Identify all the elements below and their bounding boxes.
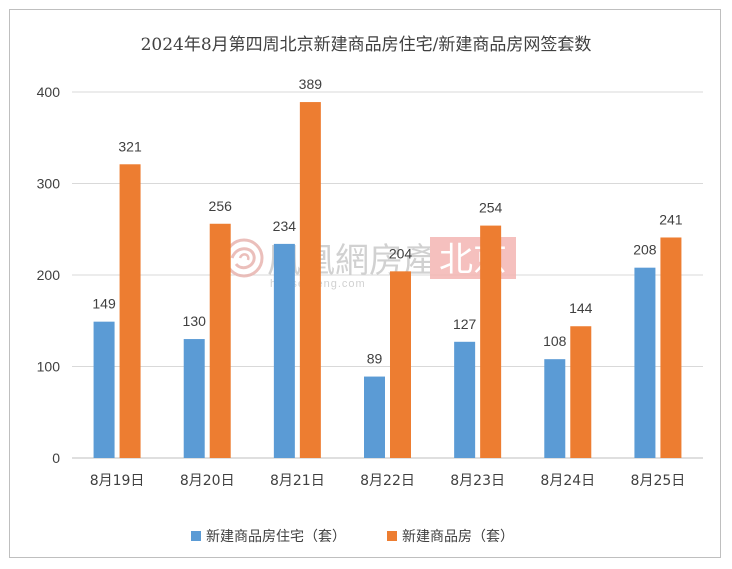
data-label: 208 [633,242,657,258]
y-tick-label: 300 [37,176,61,192]
chart-frame: 2024年8月第四周北京新建商品房住宅/新建商品房网签套数 0 100 200 300… [9,9,721,558]
legend-item-residential[interactable]: 新建商品房住宅（套） [191,529,346,545]
bar-residential[interactable] [454,341,476,458]
bar-chart: 2024年8月第四周北京新建商品房住宅/新建商品房网签套数 0 100 200 300… [37,35,703,545]
data-label: 89 [367,351,383,367]
data-label: 130 [183,313,207,329]
bar-residential[interactable] [544,359,566,458]
x-tick-label: 8月23日 [450,473,505,489]
gridlines [72,91,703,459]
legend-item-commercial-housing[interactable]: 新建商品房（套） [387,529,514,545]
bar-residential[interactable] [634,267,656,458]
y-tick-label: 400 [37,84,61,100]
bar-residential[interactable] [183,339,205,458]
legend-label: 新建商品房（套） [402,529,514,545]
data-label: 254 [479,200,503,216]
bar-commercial-housing[interactable] [570,326,592,458]
data-label: 127 [453,316,477,332]
legend-swatch [387,531,397,541]
bar-residential[interactable] [273,243,295,458]
data-label: 321 [118,138,142,154]
data-label: 241 [659,211,683,227]
bar-commercial-housing[interactable] [660,237,682,458]
data-label: 256 [209,198,233,214]
bar-commercial-housing[interactable] [480,225,502,458]
bar-residential[interactable] [364,376,385,458]
chart-title: 2024年8月第四周北京新建商品房住宅/新建商品房网签套数 [141,35,592,55]
y-axis: 0 100 200 300 400 [37,84,61,466]
data-label: 389 [299,76,323,92]
bar-commercial-housing[interactable] [209,223,231,458]
bar-commercial-housing[interactable] [390,271,411,458]
x-axis: 8月19日 8月20日 8月21日 8月22日 8月23日 8月24日 8月25日 [90,473,686,489]
x-tick-label: 8月24日 [540,473,595,489]
x-tick-label: 8月22日 [360,473,415,489]
phoenix-swirl-icon [224,238,264,278]
bar-commercial-housing[interactable] [119,164,141,458]
data-labels: 149 321 130 256 234 389 89 204 127 254 108 144 20824… [92,76,682,367]
data-label: 204 [389,245,413,261]
legend-label: 新建商品房住宅（套） [206,529,346,545]
watermark: 凤凰網房產 house.ifeng.com 北京 [224,237,516,290]
watermark-city-badge [430,237,516,279]
legend: 新建商品房住宅（套） 新建商品房（套） [191,529,514,545]
data-label: 234 [273,218,297,234]
bar-residential[interactable] [93,321,115,458]
x-tick-label: 8月20日 [180,473,235,489]
data-label: 108 [543,333,567,349]
y-tick-label: 100 [37,359,61,375]
x-tick-label: 8月25日 [631,473,686,489]
data-label: 144 [569,300,593,316]
y-tick-label: 0 [52,450,60,466]
bars [93,102,682,458]
x-tick-label: 8月21日 [270,473,325,489]
x-tick-label: 8月19日 [90,473,145,489]
bar-commercial-housing[interactable] [299,102,321,458]
data-label: 149 [92,296,116,312]
legend-swatch [191,531,201,541]
y-tick-label: 200 [37,267,61,283]
